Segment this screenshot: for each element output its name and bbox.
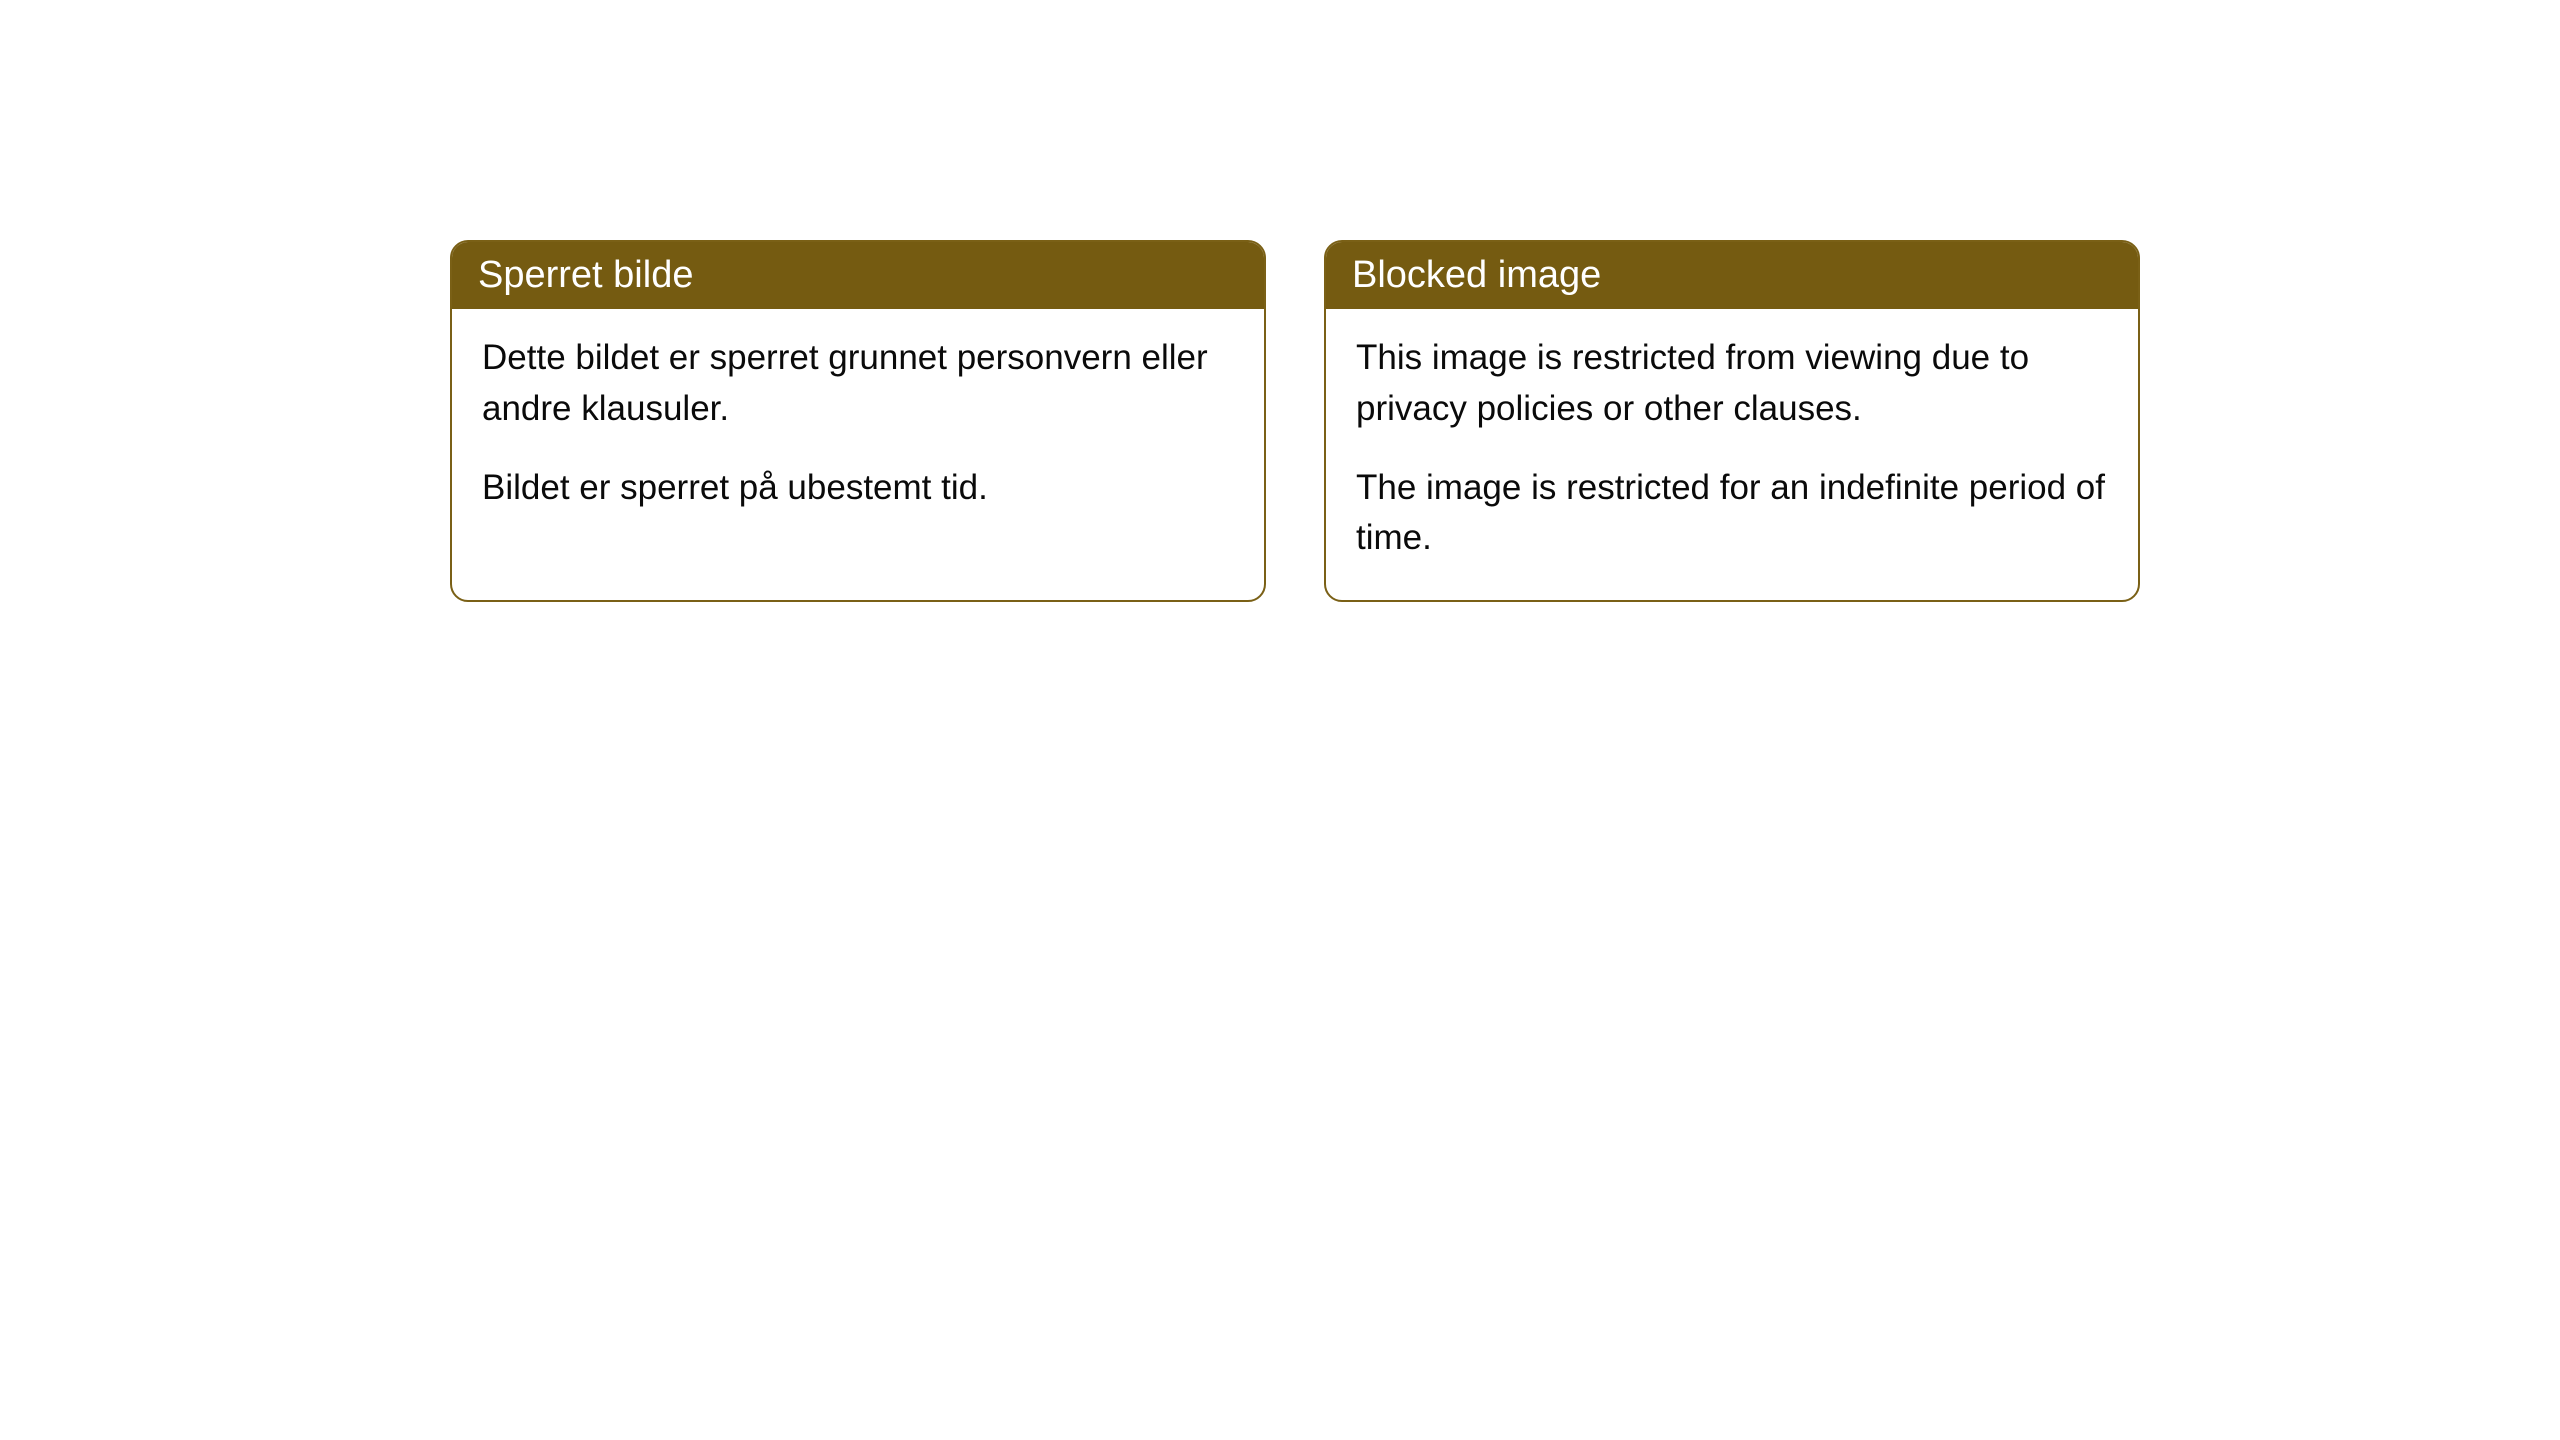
card-header-norwegian: Sperret bilde [452,242,1264,309]
notice-paragraph: Bildet er sperret på ubestemt tid. [482,463,1234,514]
blocked-image-card-norwegian: Sperret bilde Dette bildet er sperret gr… [450,240,1266,602]
card-title: Sperret bilde [478,254,693,296]
card-title: Blocked image [1352,254,1601,296]
card-header-english: Blocked image [1326,242,2138,309]
notice-paragraph: Dette bildet er sperret grunnet personve… [482,333,1234,435]
blocked-image-card-english: Blocked image This image is restricted f… [1324,240,2140,602]
card-body-norwegian: Dette bildet er sperret grunnet personve… [452,309,1264,549]
notice-container: Sperret bilde Dette bildet er sperret gr… [0,0,2560,602]
notice-paragraph: This image is restricted from viewing du… [1356,333,2108,435]
notice-paragraph: The image is restricted for an indefinit… [1356,463,2108,565]
card-body-english: This image is restricted from viewing du… [1326,309,2138,600]
